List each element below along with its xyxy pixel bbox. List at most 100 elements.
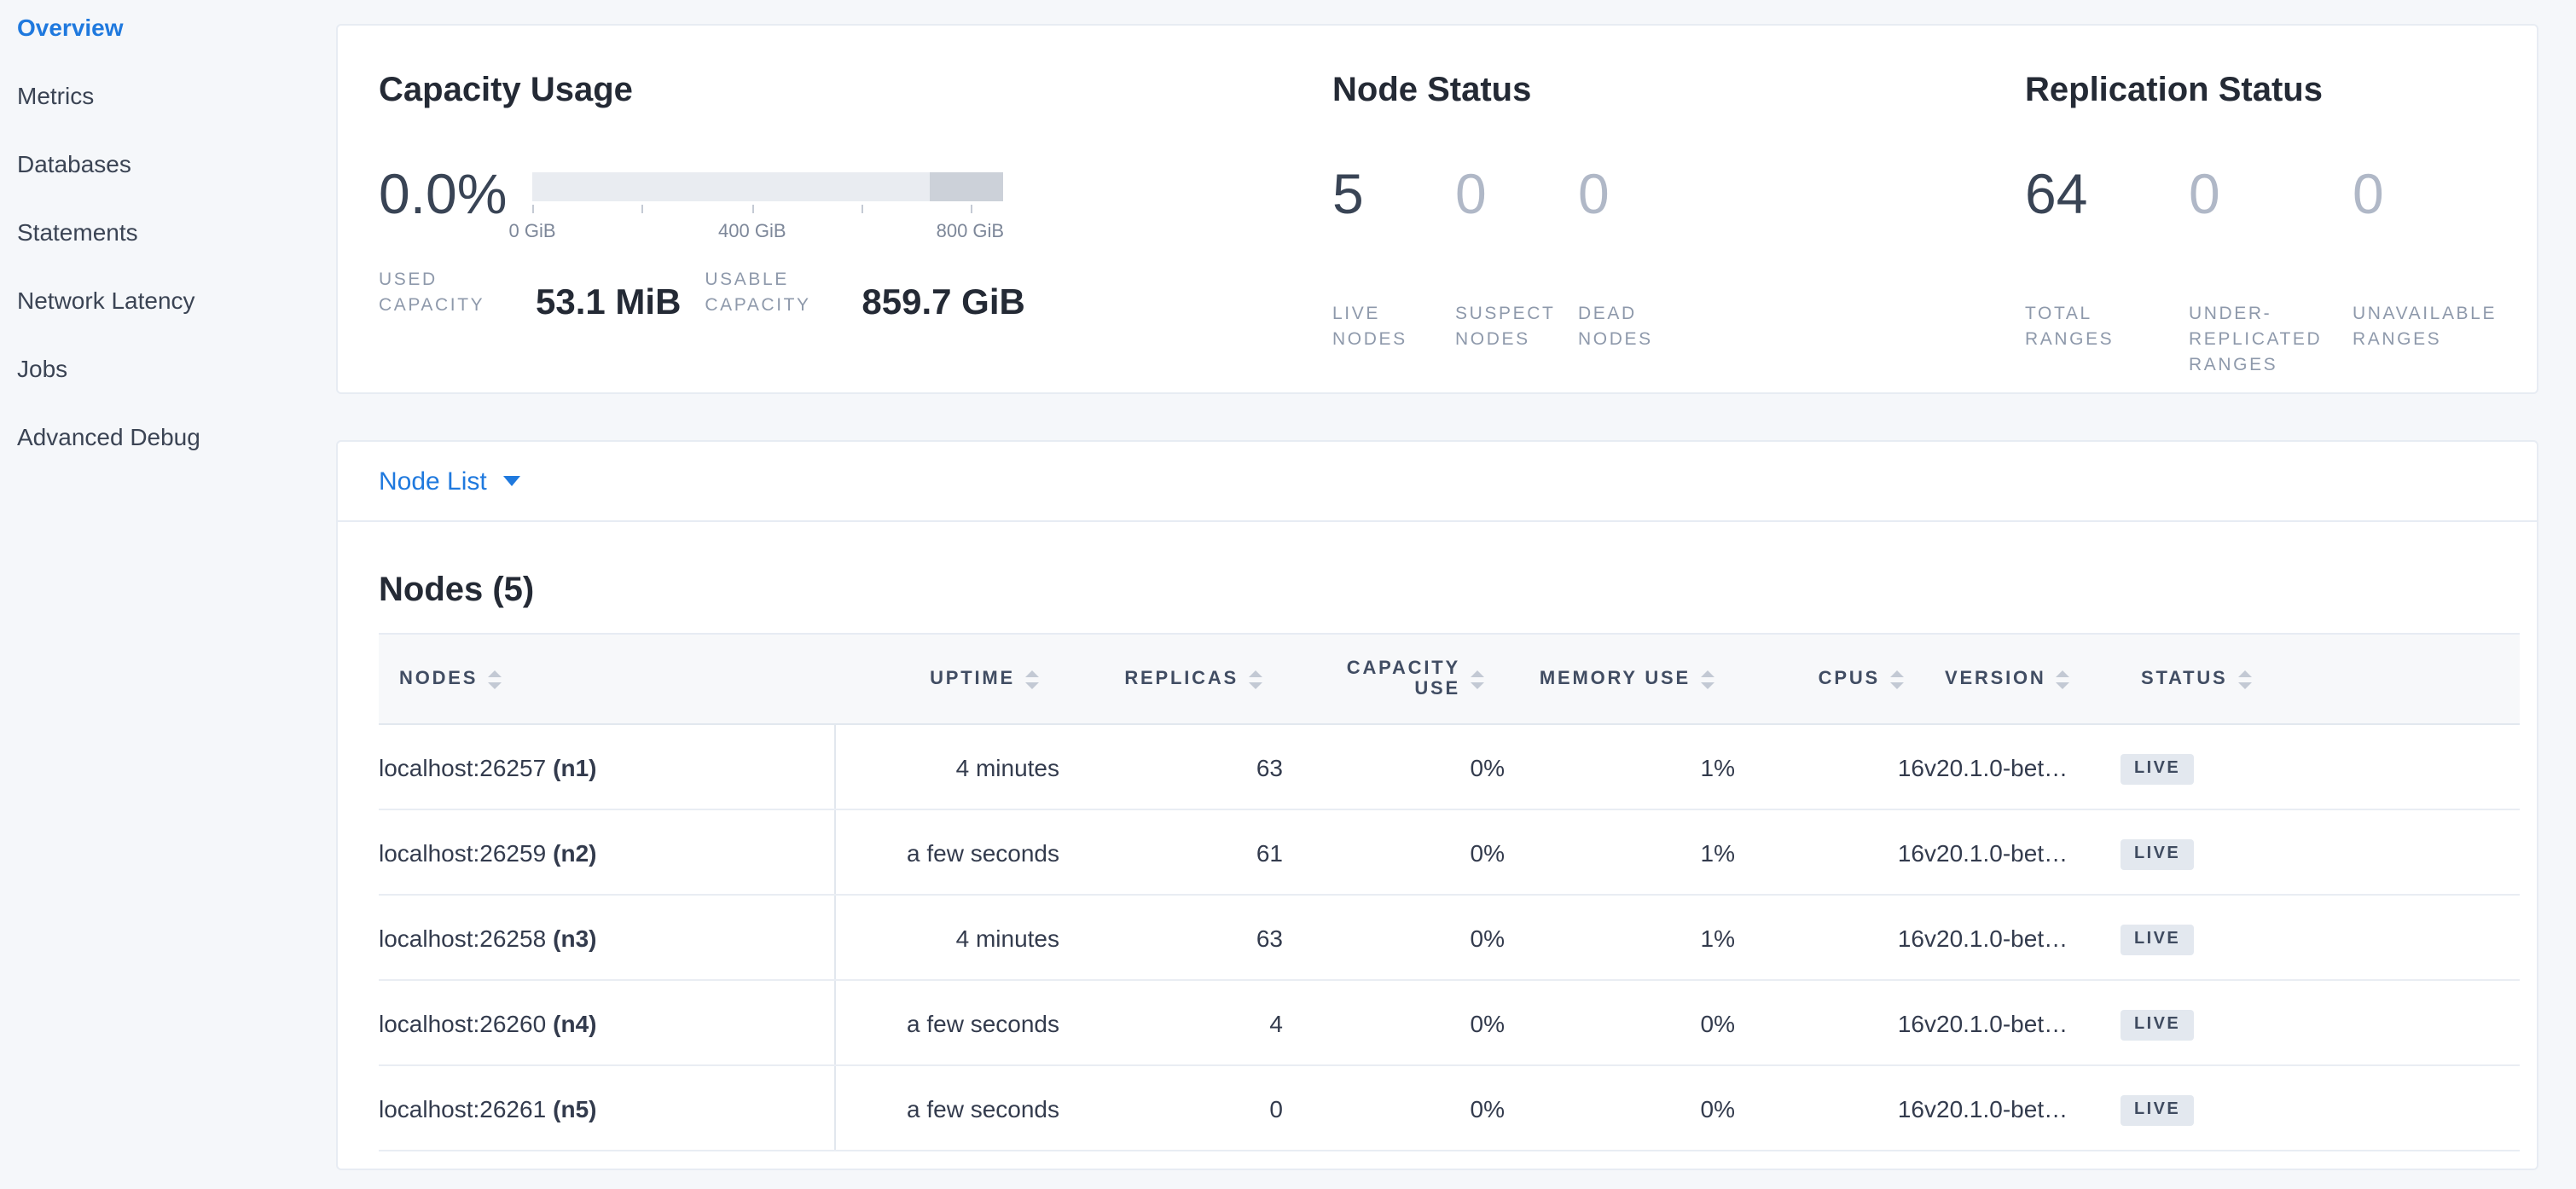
total-ranges-label: TOTAL RANGES bbox=[2025, 304, 2115, 350]
node-address[interactable]: localhost:26261 bbox=[379, 1094, 547, 1122]
unavailable-ranges-count: 0 bbox=[2353, 162, 2384, 225]
dead-nodes-stat: 0 DEAD NODES bbox=[1578, 165, 1701, 353]
col-label: NODES bbox=[399, 669, 479, 689]
version-cell: v20.1.0-bet… bbox=[1924, 1065, 2121, 1151]
sidebar-item-overview[interactable]: Overview bbox=[17, 14, 124, 41]
capacity-use-cell: 0% bbox=[1283, 980, 1505, 1066]
status-badge: LIVE bbox=[2121, 1009, 2195, 1040]
capacity-bar-dark-segment bbox=[929, 172, 1003, 201]
axis-tick bbox=[641, 205, 644, 213]
memory-use-cell: 1% bbox=[1505, 895, 1735, 981]
replication-status-section: Replication Status 64 TOTAL RANGES 0 UND… bbox=[2025, 26, 2537, 392]
used-capacity-label: USED CAPACITY bbox=[379, 270, 485, 316]
axis-tick bbox=[532, 205, 534, 213]
under-replicated-ranges-label: UNDER-REPLICATED RANGES bbox=[2189, 304, 2323, 375]
uptime-cell: 4 minutes bbox=[834, 895, 1059, 981]
sort-icon bbox=[1249, 670, 1262, 688]
total-ranges-stat: 64 TOTAL RANGES bbox=[2025, 165, 2179, 379]
sidebar-item-databases[interactable]: Databases bbox=[17, 150, 131, 177]
memory-use-cell: 0% bbox=[1505, 980, 1735, 1066]
node-address[interactable]: localhost:26260 bbox=[379, 1009, 547, 1036]
memory-use-cell: 1% bbox=[1505, 809, 1735, 896]
status-badge: LIVE bbox=[2121, 753, 2195, 784]
under-replicated-ranges-stat: 0 UNDER-REPLICATED RANGES bbox=[2189, 165, 2342, 379]
sort-icon bbox=[2057, 670, 2070, 688]
col-header-status[interactable]: STATUS bbox=[2121, 633, 2520, 725]
replication-status-title: Replication Status bbox=[2025, 72, 2323, 109]
node-status-title: Node Status bbox=[1332, 72, 1532, 109]
memory-use-cell: 0% bbox=[1505, 1065, 1735, 1151]
axis-tick bbox=[862, 205, 864, 213]
capacity-axis-ticks bbox=[532, 205, 1003, 215]
sort-icon bbox=[488, 670, 502, 688]
cpus-cell: 16 bbox=[1735, 980, 1924, 1066]
unavailable-ranges-stat: 0 UNAVAILABLE RANGES bbox=[2353, 165, 2506, 379]
node-id: (n5) bbox=[553, 1094, 597, 1122]
uptime-cell: a few seconds bbox=[834, 809, 1059, 896]
capacity-used-percent: 0.0% bbox=[379, 162, 508, 225]
node-list-selector[interactable]: Node List bbox=[338, 442, 2537, 522]
node-id: (n3) bbox=[553, 924, 597, 951]
col-header-uptime[interactable]: UPTIME bbox=[834, 633, 1059, 725]
node-id: (n1) bbox=[553, 753, 597, 780]
col-header-version[interactable]: VERSION bbox=[1924, 633, 2121, 725]
version-cell: v20.1.0-bet… bbox=[1924, 895, 2121, 981]
axis-tick bbox=[751, 205, 754, 213]
dead-nodes-count: 0 bbox=[1578, 162, 1610, 225]
node-status-section: Node Status 5 LIVE NODES 0 SUSPECT NODES… bbox=[1332, 26, 2025, 392]
sort-icon bbox=[1471, 670, 1484, 688]
col-label: UPTIME bbox=[930, 669, 1015, 689]
suspect-nodes-count: 0 bbox=[1455, 162, 1487, 225]
main-content: Capacity Usage 0.0% bbox=[321, 0, 2576, 1189]
table-row: localhost:26259 (n2) a few seconds 61 0% … bbox=[379, 809, 2520, 896]
col-header-memory-use[interactable]: MEMORY USE bbox=[1505, 633, 1735, 725]
used-capacity-value: 53.1 MiB bbox=[536, 283, 682, 322]
col-label: CPUS bbox=[1818, 669, 1880, 689]
live-nodes-label: LIVE NODES bbox=[1332, 304, 1407, 350]
node-address[interactable]: localhost:26258 bbox=[379, 924, 547, 951]
cluster-summary-card: Capacity Usage 0.0% bbox=[336, 24, 2538, 394]
version-cell: v20.1.0-bet… bbox=[1924, 980, 2121, 1066]
col-header-cpus[interactable]: CPUS bbox=[1735, 633, 1924, 725]
sidebar-item-advanced-debug[interactable]: Advanced Debug bbox=[17, 423, 200, 450]
capacity-usage-title: Capacity Usage bbox=[379, 72, 633, 109]
dead-nodes-label: DEAD NODES bbox=[1578, 304, 1653, 350]
sort-icon bbox=[1701, 670, 1714, 688]
sidebar-item-statements[interactable]: Statements bbox=[17, 218, 138, 246]
sort-icon bbox=[2238, 670, 2252, 688]
usable-capacity-label: USABLE CAPACITY bbox=[705, 270, 811, 316]
node-address[interactable]: localhost:26257 bbox=[379, 753, 547, 780]
sidebar-item-metrics[interactable]: Metrics bbox=[17, 82, 95, 109]
replicas-cell: 0 bbox=[1059, 1065, 1283, 1151]
table-row: localhost:26260 (n4) a few seconds 4 0% 0… bbox=[379, 980, 2520, 1066]
col-header-replicas[interactable]: REPLICAS bbox=[1059, 633, 1283, 725]
nodes-table: NODES UPTIME REPLICAS CAPACITY USE MEMOR… bbox=[379, 633, 2520, 1151]
capacity-use-cell: 0% bbox=[1283, 895, 1505, 981]
cpus-cell: 16 bbox=[1735, 1065, 1924, 1151]
usable-capacity-stat: USABLE CAPACITY 859.7 GiB bbox=[705, 268, 1024, 322]
node-list-card: Node List Nodes (5) NODES UPTIME REPLICA… bbox=[336, 440, 2538, 1170]
capacity-bar-chart: 0 GiB 400 GiB 800 GiB bbox=[508, 172, 1004, 246]
sidebar-item-jobs[interactable]: Jobs bbox=[17, 355, 68, 382]
capacity-axis-labels: 0 GiB 400 GiB 800 GiB bbox=[508, 222, 1004, 246]
col-label: VERSION bbox=[1945, 669, 2046, 689]
under-replicated-ranges-count: 0 bbox=[2189, 162, 2220, 225]
col-header-nodes[interactable]: NODES bbox=[379, 633, 834, 725]
live-nodes-count: 5 bbox=[1332, 162, 1364, 225]
axis-label: 400 GiB bbox=[718, 222, 786, 242]
status-badge: LIVE bbox=[2121, 1094, 2195, 1125]
used-capacity-stat: USED CAPACITY 53.1 MiB bbox=[379, 268, 682, 322]
version-cell: v20.1.0-bet… bbox=[1924, 809, 2121, 896]
cpus-cell: 16 bbox=[1735, 809, 1924, 896]
uptime-cell: a few seconds bbox=[834, 1065, 1059, 1151]
node-address[interactable]: localhost:26259 bbox=[379, 838, 547, 866]
capacity-use-cell: 0% bbox=[1283, 809, 1505, 896]
sidebar-item-network-latency[interactable]: Network Latency bbox=[17, 287, 195, 314]
cpus-cell: 16 bbox=[1735, 895, 1924, 981]
suspect-nodes-stat: 0 SUSPECT NODES bbox=[1455, 165, 1578, 353]
axis-label: 0 GiB bbox=[508, 222, 556, 242]
col-header-capacity-use[interactable]: CAPACITY USE bbox=[1283, 633, 1505, 725]
cpus-cell: 16 bbox=[1735, 724, 1924, 810]
memory-use-cell: 1% bbox=[1505, 724, 1735, 810]
